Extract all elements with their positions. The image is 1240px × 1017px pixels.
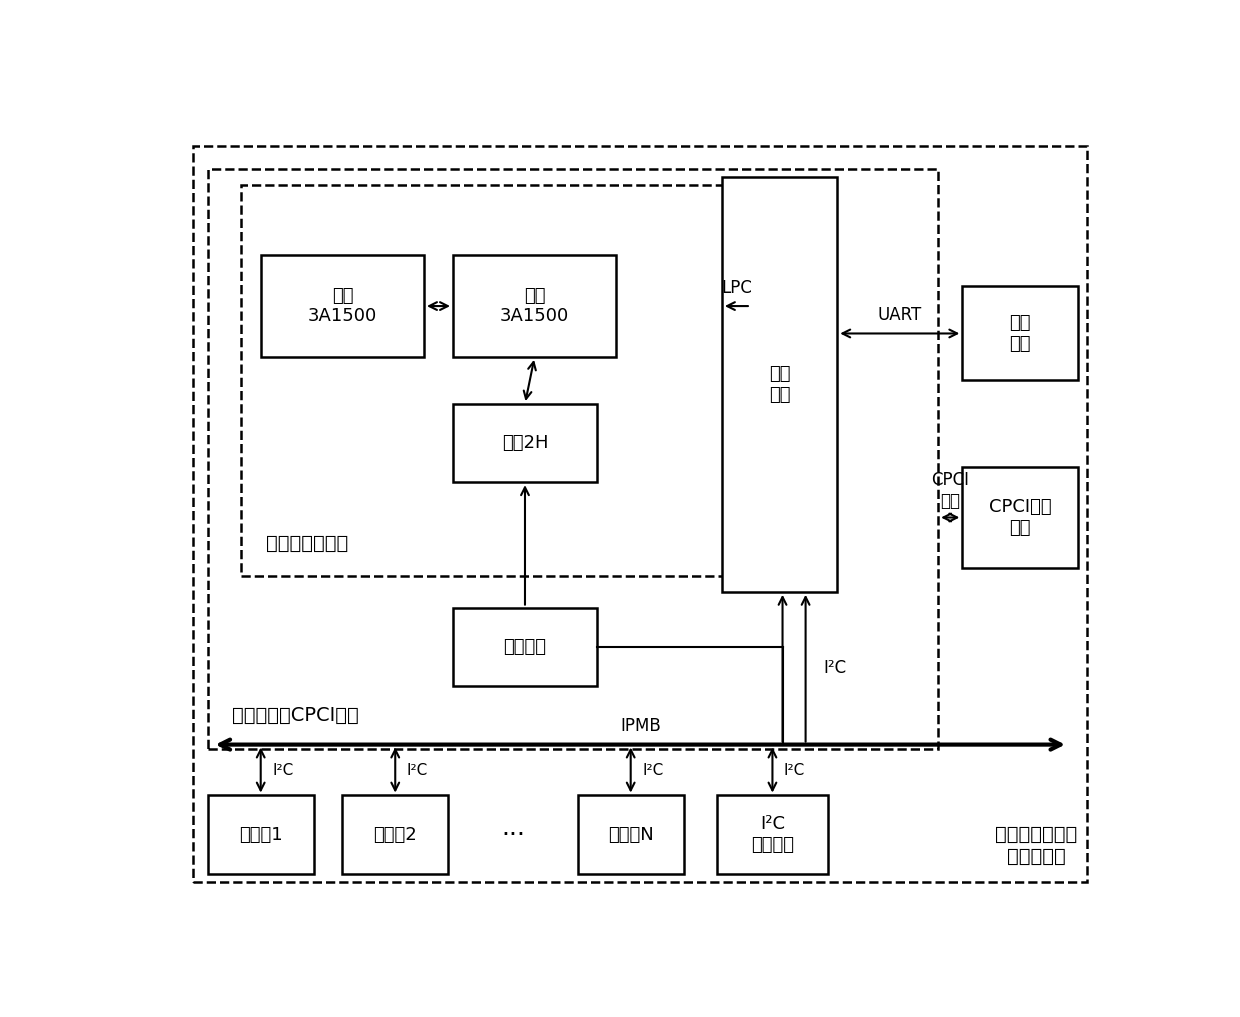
Text: 龙芯
3A1500: 龙芯 3A1500 xyxy=(500,287,569,325)
Text: CPCI
总线: CPCI 总线 xyxy=(931,471,970,510)
Text: 传感制N: 传感制N xyxy=(608,826,653,844)
Bar xyxy=(342,795,448,874)
Text: CPCI功能
板卡: CPCI功能 板卡 xyxy=(988,498,1052,537)
Text: LPC: LPC xyxy=(720,279,751,297)
Text: 监控
电路: 监控 电路 xyxy=(769,365,790,404)
Text: IPMB: IPMB xyxy=(620,717,661,735)
Text: ···: ··· xyxy=(501,823,525,846)
Text: I²C: I²C xyxy=(273,763,294,778)
Bar xyxy=(578,795,683,874)
Bar xyxy=(208,169,939,749)
Text: I²C
智能设备: I²C 智能设备 xyxy=(751,816,794,854)
Bar xyxy=(260,255,424,357)
Text: 串口
设备: 串口 设备 xyxy=(1009,314,1030,353)
Text: 龙芯处理器平台: 龙芯处理器平台 xyxy=(265,534,347,553)
Text: 龙芯计算朼CPCI主板: 龙芯计算朼CPCI主板 xyxy=(232,706,358,725)
Bar xyxy=(453,607,596,685)
Bar xyxy=(453,255,616,357)
Text: I²C: I²C xyxy=(642,763,663,778)
Bar xyxy=(453,404,596,482)
Bar xyxy=(717,795,828,874)
Text: 电源电路: 电源电路 xyxy=(503,638,547,656)
Bar xyxy=(962,467,1078,569)
Bar xyxy=(208,795,314,874)
Text: I²C: I²C xyxy=(823,659,846,677)
Bar xyxy=(722,177,837,592)
Text: 龙芯处理器平台
计算朼系统: 龙芯处理器平台 计算朼系统 xyxy=(996,825,1078,866)
Text: I²C: I²C xyxy=(784,763,805,778)
Text: 龙芯
3A1500: 龙芯 3A1500 xyxy=(308,287,377,325)
Text: 传感制1: 传感制1 xyxy=(239,826,283,844)
Text: UART: UART xyxy=(878,306,921,324)
Text: I²C: I²C xyxy=(407,763,428,778)
Bar xyxy=(962,287,1078,380)
Text: 龙芯2H: 龙芯2H xyxy=(502,434,548,453)
Bar xyxy=(242,185,751,577)
Text: 传感制2: 传感制2 xyxy=(373,826,417,844)
